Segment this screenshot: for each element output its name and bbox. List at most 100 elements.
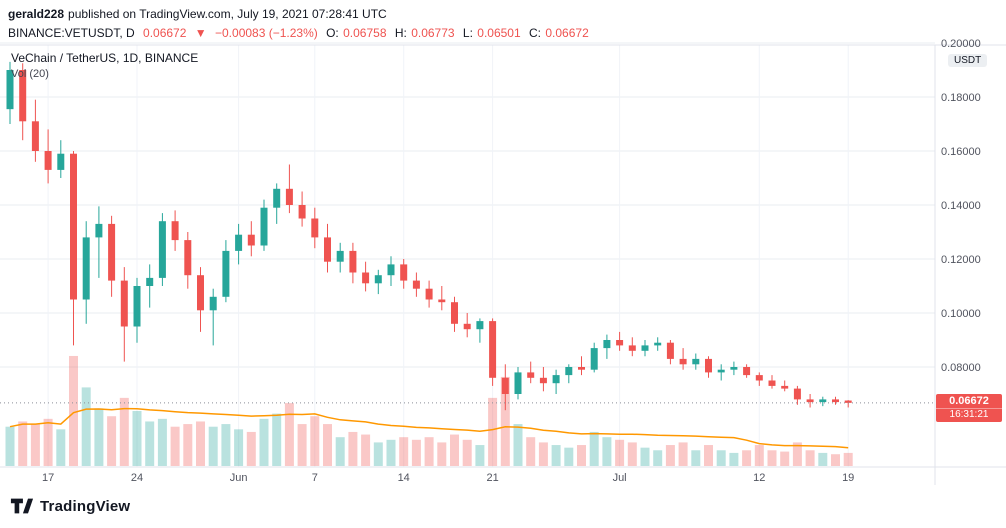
volume-bar xyxy=(805,450,815,466)
candle-body xyxy=(19,70,27,122)
high-label: H: xyxy=(394,26,407,40)
last-price-axis-badge: 0.06672 16:31:21 xyxy=(936,393,1002,422)
open-value: 0.06758 xyxy=(343,26,387,40)
volume-bar xyxy=(602,437,612,466)
volume-bar xyxy=(157,418,167,466)
last-price-axis-value: 0.06672 xyxy=(949,394,989,407)
volume-bar xyxy=(373,442,383,466)
volume-bar xyxy=(297,424,307,466)
candle-body xyxy=(654,342,662,346)
volume-bar xyxy=(716,450,726,466)
volume-bar xyxy=(361,434,371,466)
candle-body xyxy=(260,207,268,246)
candle-body xyxy=(235,234,243,251)
candle-body xyxy=(285,188,293,205)
candle-body xyxy=(692,358,700,365)
candle-body xyxy=(349,250,357,273)
publish-info: gerald228 published on TradingView.com, J… xyxy=(8,7,387,21)
candle-body xyxy=(806,399,814,403)
candle-body xyxy=(501,377,509,394)
volume-bar xyxy=(246,431,256,466)
chart-legend-title[interactable]: VeChain / TetherUS, 1D, BINANCE xyxy=(11,51,199,65)
candle-body xyxy=(717,369,725,373)
time-tick-label: Jun xyxy=(230,472,248,484)
close-value: 0.06672 xyxy=(545,26,589,40)
candle-body xyxy=(44,151,52,170)
candle-body xyxy=(425,288,433,300)
close-label: C: xyxy=(529,26,542,40)
candle-body xyxy=(158,221,166,278)
candle-body xyxy=(451,302,458,324)
time-axis[interactable] xyxy=(0,467,1006,485)
price-tick-label: 0.14000 xyxy=(941,200,981,212)
high-value: 0.06773 xyxy=(411,26,455,40)
volume-bar xyxy=(704,445,713,466)
volume-bar xyxy=(221,424,231,466)
volume-bar xyxy=(640,447,650,466)
candle-body xyxy=(133,286,141,327)
candle-body xyxy=(463,323,471,330)
candle-body xyxy=(730,367,738,370)
candle-body xyxy=(120,280,128,327)
volume-bar xyxy=(145,421,155,466)
low-value: 0.06501 xyxy=(477,26,521,40)
tradingview-branding[interactable]: TradingView xyxy=(10,495,130,517)
volume-bar xyxy=(526,437,536,466)
volume-bar xyxy=(742,450,752,466)
volume-bar xyxy=(551,445,561,466)
candle-body xyxy=(527,372,535,378)
tradingview-logo-icon xyxy=(10,498,34,514)
volume-bar xyxy=(94,408,104,466)
candle-body xyxy=(755,375,763,381)
candle-body xyxy=(768,380,776,386)
candle-body xyxy=(70,153,77,300)
symbol-name[interactable]: BINANCE:VETUSDT, D xyxy=(8,26,135,40)
candle-body xyxy=(578,367,585,370)
time-tick-label: 14 xyxy=(398,472,410,484)
volume-bar xyxy=(653,450,663,466)
candle-body xyxy=(565,367,573,376)
volume-bar xyxy=(348,431,358,466)
candle-body xyxy=(539,377,547,384)
volume-bar xyxy=(513,424,523,466)
candle-body xyxy=(679,358,687,365)
time-tick-label: 12 xyxy=(753,472,765,484)
volume-bar xyxy=(475,445,485,466)
time-tick-label: 24 xyxy=(131,472,143,484)
open-label: O: xyxy=(326,26,339,40)
candle-body xyxy=(793,388,801,400)
publish-text: published on TradingView.com, July 19, 2… xyxy=(68,7,387,21)
candle-body xyxy=(184,240,192,276)
volume-bar xyxy=(780,451,790,466)
volume-bar xyxy=(170,426,180,466)
candle-body xyxy=(641,345,649,351)
volume-bar xyxy=(462,439,472,466)
volume-bar xyxy=(627,442,637,466)
last-price: 0.06672 xyxy=(143,26,187,40)
volume-bar xyxy=(196,421,205,466)
candle-body xyxy=(489,321,497,378)
price-tick-label: 0.08000 xyxy=(941,362,981,374)
candle-body xyxy=(743,367,751,376)
volume-bar xyxy=(234,429,244,466)
price-change: −0.00083 (−1.23%) xyxy=(215,26,318,40)
volume-bar xyxy=(729,452,739,466)
candle-body xyxy=(362,272,370,284)
candle-body xyxy=(95,223,103,238)
price-axis-unit-badge: USDT xyxy=(948,54,988,67)
low-label: L: xyxy=(462,26,473,40)
candle-body xyxy=(476,321,484,330)
time-tick-label: 21 xyxy=(486,472,498,484)
publisher-username[interactable]: gerald228 xyxy=(8,7,65,21)
volume-bar xyxy=(589,431,599,466)
volume-bar xyxy=(81,387,91,466)
time-tick-label: Jul xyxy=(613,472,627,484)
price-tick-label: 0.10000 xyxy=(941,308,981,320)
candle-body xyxy=(412,280,420,289)
volume-bar xyxy=(615,439,625,466)
volume-bar xyxy=(843,452,853,466)
volume-indicator-label[interactable]: Vol (20) xyxy=(11,68,49,80)
candle-body xyxy=(273,188,281,208)
